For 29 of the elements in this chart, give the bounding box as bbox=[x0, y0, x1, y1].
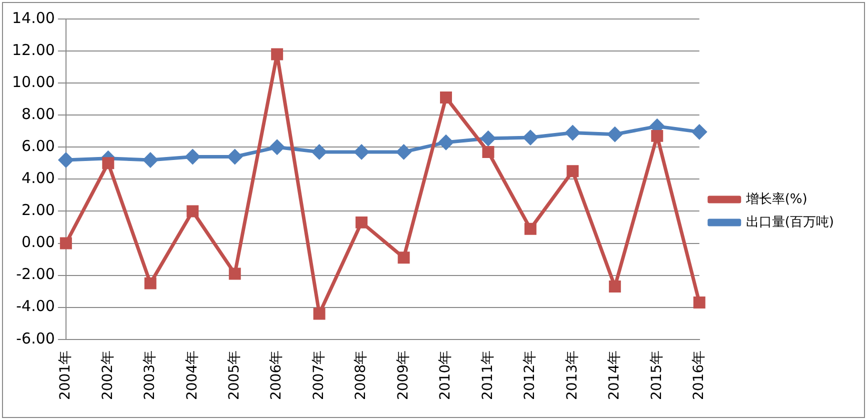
x-tick-label: 2007年 bbox=[310, 350, 327, 400]
x-tick-label: 2002年 bbox=[100, 350, 116, 400]
x-tick-label: 2011年 bbox=[480, 350, 496, 400]
x-tick-label: 2004年 bbox=[184, 350, 200, 400]
x-tick-label: 2016年 bbox=[690, 350, 707, 400]
y-tick-label: 14.00 bbox=[12, 8, 55, 27]
y-tick-label: 0.00 bbox=[22, 233, 55, 252]
y-tick-label: 6.00 bbox=[22, 137, 55, 156]
y-tick-label: -2.00 bbox=[16, 265, 55, 284]
y-tick-label: 10.00 bbox=[12, 72, 55, 91]
x-tick-label: 2001年 bbox=[58, 350, 74, 400]
x-tick-label: 2015年 bbox=[648, 350, 665, 400]
legend-label: 增长率(%) bbox=[744, 190, 808, 207]
x-tick-label: 2005年 bbox=[226, 350, 242, 400]
legend-label: 出口量(百万吨) bbox=[746, 214, 834, 230]
x-tick-label: 2010年 bbox=[438, 350, 454, 400]
y-tick-label: 12.00 bbox=[12, 40, 55, 59]
y-tick-label: 4.00 bbox=[22, 169, 55, 188]
x-tick-label: 2006年 bbox=[268, 350, 285, 400]
x-tick-label: 2003年 bbox=[142, 350, 158, 400]
x-tick-label: 2014年 bbox=[606, 350, 623, 400]
y-tick-label: -6.00 bbox=[16, 329, 55, 348]
x-tick-label: 2013年 bbox=[564, 350, 580, 400]
x-tick-label: 2012年 bbox=[522, 350, 538, 400]
x-tick-label: 2009年 bbox=[395, 350, 412, 400]
y-tick-label: -4.00 bbox=[16, 297, 55, 316]
y-tick-label: 8.00 bbox=[22, 105, 55, 123]
y-tick-label: 2.00 bbox=[22, 201, 55, 220]
x-tick-label: 2008年 bbox=[353, 350, 370, 400]
